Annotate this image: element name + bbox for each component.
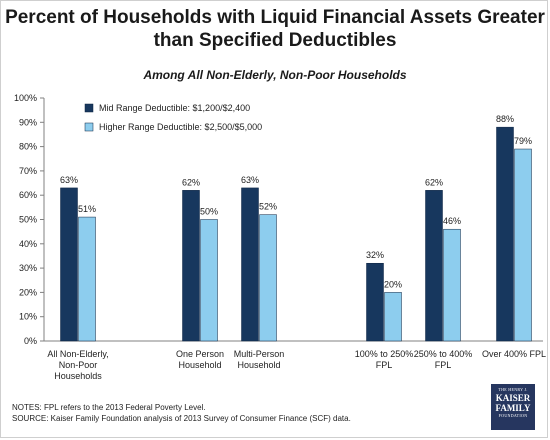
bar: [443, 228, 461, 342]
x-tick-label: FPL: [376, 360, 393, 370]
chart-title: Percent of Households with Liquid Financ…: [5, 7, 545, 51]
data-label: 46%: [443, 216, 461, 226]
y-tick-label: 30%: [19, 263, 37, 273]
y-tick-label: 40%: [19, 239, 37, 249]
legend-label: Higher Range Deductible: $2,500/$5,000: [99, 122, 262, 132]
x-tick-label: All Non-Elderly,: [47, 349, 108, 359]
y-tick-label: 20%: [19, 287, 37, 297]
bar: [514, 148, 532, 342]
bar: [496, 126, 514, 342]
x-tick-label: 100% to 250%: [355, 349, 414, 359]
y-tick-label: 70%: [19, 166, 37, 176]
bar: [259, 214, 277, 342]
y-tick-label: 10%: [19, 312, 37, 322]
y-tick-label: 0%: [24, 336, 37, 346]
x-tick-label: 250% to 400%: [414, 349, 473, 359]
chart-subtitle: Among All Non-Elderly, Non-Poor Househol…: [143, 68, 407, 82]
data-label: 50%: [200, 207, 218, 217]
bar: [384, 292, 402, 342]
x-tick-label: Multi-Person: [234, 349, 285, 359]
logo-line-2: KAISER: [495, 393, 531, 403]
data-label: 79%: [514, 136, 532, 146]
legend-swatch: [84, 103, 94, 113]
kff-logo: THE HENRY J. KAISER FAMILY FOUNDATION: [491, 384, 535, 430]
y-tick-label: 90%: [19, 117, 37, 127]
data-label: 62%: [182, 177, 200, 187]
notes-line: NOTES: FPL refers to the 2013 Federal Po…: [12, 403, 206, 412]
bar: [200, 219, 218, 342]
data-label: 63%: [241, 175, 259, 185]
legend-swatch: [84, 122, 94, 132]
x-tick-label: One Person: [176, 349, 224, 359]
bar: [182, 190, 200, 342]
x-tick-label: Non-Poor: [59, 360, 98, 370]
bar: [366, 262, 384, 342]
bar: [78, 216, 96, 342]
bar: [241, 187, 259, 342]
x-tick-label: FPL: [435, 360, 452, 370]
x-tick-label: Households: [54, 371, 102, 381]
data-label: 63%: [60, 175, 78, 185]
data-label: 52%: [259, 202, 277, 212]
x-tick-label: Household: [237, 360, 280, 370]
y-tick-label: 80%: [19, 142, 37, 152]
bar: [60, 187, 78, 342]
logo-line-1: THE HENRY J.: [498, 387, 528, 392]
x-tick-label: Over 400% FPL: [482, 349, 546, 359]
data-label: 62%: [425, 177, 443, 187]
chart-notes: NOTES: FPL refers to the 2013 Federal Po…: [12, 402, 482, 424]
bar: [425, 190, 443, 342]
data-label: 20%: [384, 279, 402, 289]
data-label: 88%: [496, 114, 514, 124]
data-label: 51%: [78, 204, 96, 214]
y-tick-label: 60%: [19, 190, 37, 200]
legend-label: Mid Range Deductible: $1,200/$2,400: [99, 103, 250, 113]
y-tick-label: 100%: [14, 93, 37, 103]
y-tick-label: 50%: [19, 215, 37, 225]
x-tick-label: Household: [178, 360, 221, 370]
source-line: SOURCE: Kaiser Family Foundation analysi…: [12, 414, 351, 423]
logo-line-3: FAMILY: [495, 403, 531, 413]
logo-line-4: FOUNDATION: [498, 413, 528, 418]
data-label: 32%: [366, 250, 384, 260]
